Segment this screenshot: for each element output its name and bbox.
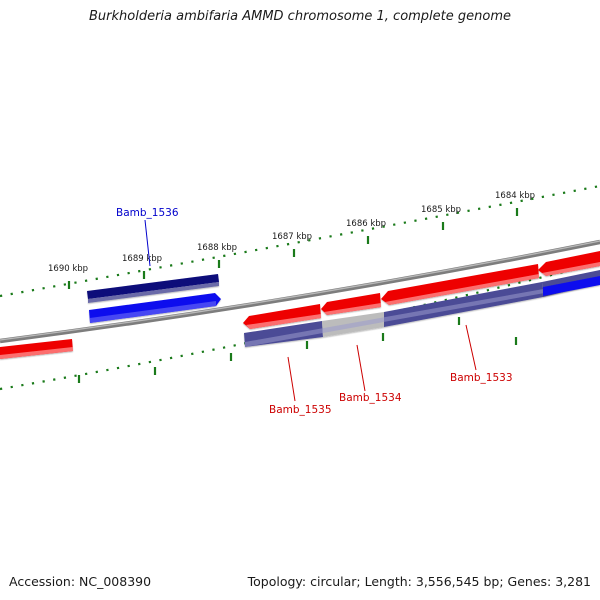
gene-label-leaders [144,219,477,402]
gene-bamb-1534[interactable] [321,293,381,315]
kbp-tick-labels: 1684 kbp 1685 kbp 1686 kbp 1687 kbp 1688… [48,191,535,274]
tick-label-1687: 1687 kbp [272,232,312,242]
gene-labels: Bamb_1536 Bamb_1535 Bamb_1534 Bamb_1533 [116,207,513,416]
map-title: Burkholderia ambifaria AMMD chromosome 1… [88,9,512,24]
gene-label-bamb-1533[interactable]: Bamb_1533 [450,372,513,384]
inner-ruler-ring [0,261,600,391]
gene-forward-fragment-left[interactable] [0,339,73,359]
tick-label-1684: 1684 kbp [495,191,535,201]
feature-track-lower[interactable] [244,270,600,347]
tick-label-1689: 1689 kbp [122,254,162,264]
outer-ruler-ring [0,184,600,298]
gene-forward-fragment-right[interactable] [538,251,600,276]
tick-label-1686: 1686 kbp [346,219,386,229]
gene-bamb-1536[interactable] [87,274,219,303]
accession-label: Accession: NC_008390 [9,574,152,589]
gene-reverse-strand-left[interactable] [89,293,221,323]
genome-stats: Topology: circular; Length: 3,556,545 bp… [247,574,591,589]
gene-label-bamb-1535[interactable]: Bamb_1535 [269,404,332,416]
gene-label-bamb-1536[interactable]: Bamb_1536 [116,207,179,219]
tick-label-1690: 1690 kbp [48,264,88,274]
outer-major-ticks [67,208,519,289]
gene-bamb-1535[interactable] [243,304,321,329]
tick-label-1688: 1688 kbp [197,243,237,253]
tick-label-1685: 1685 kbp [421,205,461,215]
gene-bamb-1533[interactable] [381,264,539,305]
chromosome-backbone [0,239,600,344]
inner-major-ticks [77,317,518,383]
gene-label-bamb-1534[interactable]: Bamb_1534 [339,392,402,404]
gene-reverse-strand-right[interactable] [543,276,600,296]
